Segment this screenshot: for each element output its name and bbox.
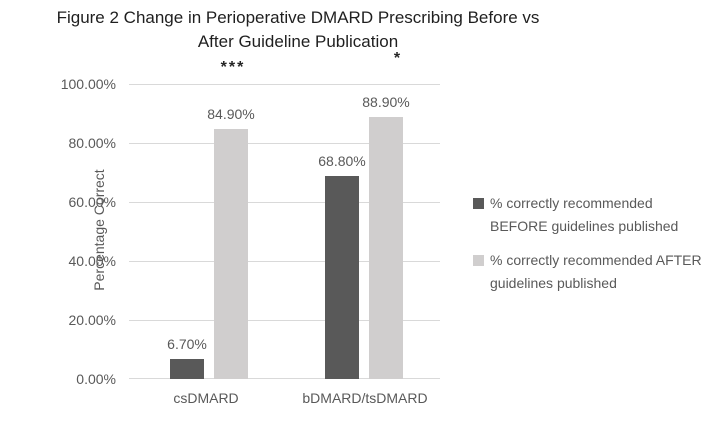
data-label-csdmard-after: 84.90%: [207, 105, 255, 122]
bar-csdmard-after: [214, 128, 248, 379]
bar-bdmard-after: [369, 116, 403, 379]
legend-item-after: % correctly recommended AFTER guidelines…: [473, 249, 709, 295]
gridline-80: [129, 143, 440, 144]
y-tick-60: 60.00%: [68, 194, 116, 210]
legend-item-before: % correctly recommended BEFORE guideline…: [473, 192, 709, 238]
legend-label-after: % correctly recommended AFTER guidelines…: [490, 252, 702, 291]
bar-column-csdmard-after: 84.90%: [207, 84, 255, 379]
legend: % correctly recommended BEFORE guideline…: [473, 192, 709, 306]
significance-marker-bdmard: *: [393, 50, 403, 67]
y-tick-20: 20.00%: [68, 312, 116, 328]
legend-label-before: % correctly recommended BEFORE guideline…: [490, 195, 679, 234]
bar-column-bdmard-after: 88.90%: [362, 84, 410, 379]
chart-title-line-1: Figure 2 Change in Perioperative DMARD P…: [56, 8, 540, 27]
y-tick-80: 80.00%: [68, 135, 116, 151]
legend-swatch-before-icon: [473, 198, 484, 209]
legend-swatch-after-icon: [473, 255, 484, 266]
gridline-20: [129, 320, 440, 321]
gridline-40: [129, 261, 440, 262]
gridline-100: [129, 84, 440, 85]
chart-title: Figure 2 Change in Perioperative DMARD P…: [0, 6, 596, 54]
data-label-bdmard-before: 68.80%: [318, 153, 366, 169]
plot-area: 6.70% 84.90% 68.80% 88.90%: [129, 84, 440, 379]
gridline-60: [129, 202, 440, 203]
data-label-csdmard-before: 6.70%: [167, 336, 207, 353]
y-tick-0: 0.00%: [76, 371, 116, 387]
bar-csdmard-before: [170, 359, 204, 379]
x-category-bdmard: bDMARD/tsDMARD: [302, 390, 428, 406]
significance-marker-csdmard: ***: [220, 59, 246, 76]
bar-column-bdmard-before: 68.80%: [318, 84, 366, 379]
data-label-bdmard-after: 88.90%: [362, 93, 410, 110]
y-tick-100: 100.00%: [60, 76, 116, 92]
y-axis-title: Percentage Correct: [91, 169, 107, 291]
bar-column-csdmard-before: 6.70%: [167, 84, 207, 379]
gridline-0: [129, 378, 440, 379]
y-tick-40: 40.00%: [68, 253, 116, 269]
x-category-csdmard: csDMARD: [173, 390, 239, 406]
bar-bdmard-before: [325, 176, 359, 379]
chart-title-line-2: After Guideline Publication: [197, 32, 399, 51]
